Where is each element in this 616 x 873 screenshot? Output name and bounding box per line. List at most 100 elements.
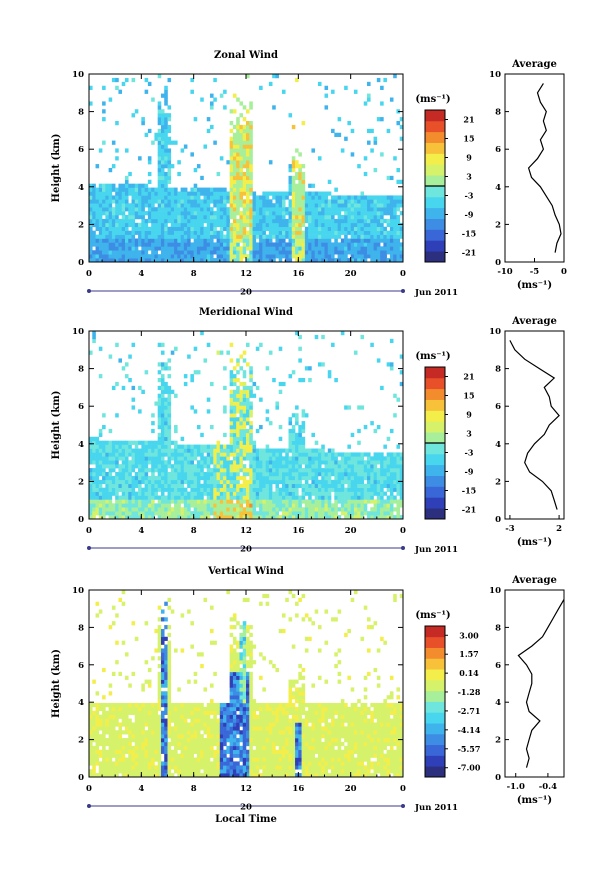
heatmap-cell bbox=[340, 479, 345, 485]
heatmap-cell bbox=[138, 483, 142, 488]
heatmap-cell bbox=[115, 640, 119, 645]
heatmap-cell bbox=[285, 491, 289, 496]
heatmap-cell bbox=[160, 113, 165, 118]
heatmap-cell bbox=[242, 370, 247, 375]
heatmap-cell bbox=[170, 203, 175, 208]
heatmap-cell bbox=[118, 515, 123, 520]
heatmap-cell bbox=[111, 722, 116, 727]
heatmap-cell bbox=[157, 144, 162, 149]
heatmap-cell bbox=[301, 409, 306, 414]
heatmap-cell bbox=[157, 738, 162, 743]
heatmap-cell bbox=[160, 230, 165, 235]
heatmap-cell bbox=[174, 475, 178, 481]
heatmap-cell bbox=[344, 515, 348, 520]
heatmap-cell bbox=[115, 745, 119, 751]
heatmap-cell bbox=[118, 199, 123, 204]
heatmap-cell bbox=[102, 491, 106, 496]
heatmap-cell bbox=[262, 464, 266, 469]
heatmap-cell bbox=[340, 238, 345, 243]
heatmap-cell bbox=[124, 718, 129, 723]
heatmap-cell bbox=[108, 234, 113, 239]
day-line-end bbox=[401, 289, 405, 293]
heatmap-cell bbox=[301, 179, 306, 184]
heatmap-cell bbox=[164, 499, 168, 504]
heatmap-cell bbox=[380, 250, 384, 255]
heatmap-cell bbox=[167, 695, 172, 700]
heatmap-cell bbox=[190, 483, 194, 488]
heatmap-cell bbox=[236, 136, 240, 141]
heatmap-cell bbox=[167, 218, 172, 224]
heatmap-cell bbox=[151, 250, 155, 255]
heatmap-cell bbox=[180, 491, 185, 496]
heatmap-cell bbox=[216, 195, 221, 200]
heatmap-cell bbox=[164, 444, 168, 449]
heatmap-cell bbox=[278, 479, 283, 485]
heatmap-cell bbox=[370, 195, 374, 200]
heatmap-cell bbox=[324, 207, 329, 212]
heatmap-cell bbox=[167, 238, 172, 243]
heatmap-cell bbox=[347, 452, 351, 457]
heatmap-cell bbox=[278, 475, 283, 481]
heatmap-cell bbox=[350, 195, 355, 200]
heatmap-cell bbox=[141, 211, 145, 216]
heatmap-cell bbox=[232, 507, 237, 512]
heatmap-cell bbox=[160, 175, 165, 181]
heatmap-cell bbox=[304, 491, 309, 496]
heatmap-cell bbox=[236, 487, 240, 492]
heatmap-cell bbox=[160, 691, 165, 696]
heatmap-cell bbox=[275, 203, 280, 208]
heatmap-cell bbox=[167, 605, 172, 610]
heatmap-cell bbox=[232, 203, 237, 208]
heatmap-cell bbox=[102, 211, 106, 216]
heatmap-cell bbox=[115, 503, 119, 508]
heatmap-cell bbox=[167, 667, 172, 673]
heatmap-cell bbox=[151, 745, 155, 751]
heatmap-cell bbox=[249, 479, 253, 485]
heatmap-cell bbox=[265, 417, 270, 422]
heatmap-cell bbox=[183, 499, 188, 504]
heatmap-cell bbox=[288, 456, 293, 461]
heatmap-cell bbox=[246, 483, 250, 488]
heatmap-cell bbox=[295, 507, 299, 512]
heatmap-cell bbox=[151, 503, 155, 508]
heatmap-cell bbox=[89, 722, 93, 727]
heatmap-cell bbox=[393, 258, 397, 263]
heatmap-cell bbox=[157, 456, 162, 461]
heatmap-cell bbox=[229, 195, 234, 200]
heatmap-cell bbox=[134, 515, 139, 520]
heatmap-cell bbox=[210, 207, 214, 212]
heatmap-cell bbox=[141, 456, 145, 461]
heatmap-cell bbox=[380, 452, 384, 457]
heatmap-cell bbox=[396, 475, 401, 481]
heatmap-cell bbox=[295, 487, 299, 492]
heatmap-cell bbox=[95, 460, 100, 465]
heatmap-cell bbox=[239, 432, 244, 438]
heatmap-cell bbox=[115, 218, 119, 224]
heatmap-cell bbox=[124, 710, 129, 715]
heatmap-cell bbox=[167, 409, 172, 414]
heatmap-cell bbox=[249, 472, 253, 477]
heatmap-cell bbox=[170, 738, 175, 743]
heatmap-cell bbox=[389, 511, 394, 516]
heatmap-cell bbox=[383, 234, 387, 239]
heatmap-cell bbox=[353, 246, 358, 251]
heatmap-cell bbox=[183, 199, 188, 204]
heatmap-cell bbox=[118, 448, 123, 453]
heatmap-cell bbox=[193, 234, 198, 239]
heatmap-cell bbox=[363, 511, 368, 516]
heatmap-cell bbox=[108, 452, 113, 457]
heatmap-cell bbox=[108, 218, 113, 224]
panel-2 bbox=[87, 330, 565, 550]
heatmap-cell bbox=[131, 765, 136, 770]
heatmap-cell bbox=[164, 691, 168, 696]
heatmap-cell bbox=[160, 258, 165, 263]
heatmap-cell bbox=[138, 761, 142, 766]
heatmap-cell bbox=[167, 597, 172, 602]
heatmap-cell bbox=[268, 246, 273, 251]
heatmap-cell bbox=[396, 215, 401, 220]
heatmap-cell bbox=[265, 460, 270, 465]
heatmap-cell bbox=[353, 472, 358, 477]
heatmap-cell bbox=[98, 749, 103, 754]
heatmap-cell bbox=[317, 156, 322, 161]
heatmap-cell bbox=[344, 507, 348, 512]
